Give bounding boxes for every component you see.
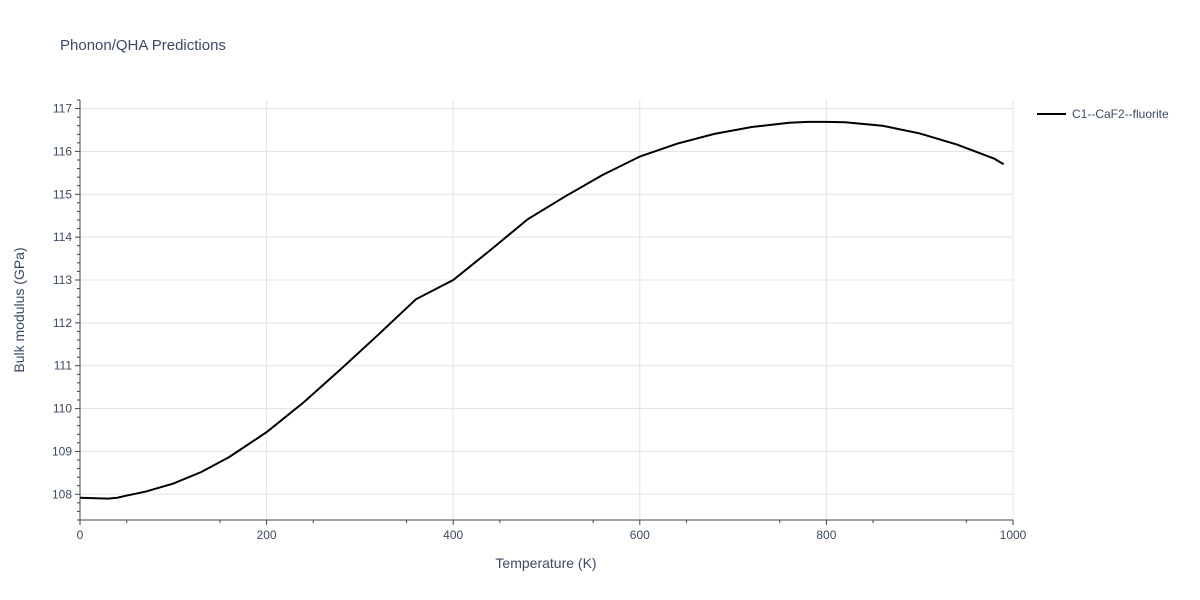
y-tick-label: 117 [53,102,72,116]
chart-title: Phonon/QHA Predictions [60,37,226,54]
x-tick-label: 200 [257,528,277,542]
series-line [79,120,1005,500]
series-lines [79,120,1005,500]
y-tick-label: 110 [53,402,72,416]
y-axis-label: Bulk modulus (GPa) [11,247,27,372]
y-tick-label: 114 [53,230,72,244]
y-tick-label: 109 [52,444,72,458]
axes [75,99,1014,525]
tick-labels: 0 200 400 600 800 1000 108 109 110 111 112 113 114 11… [52,102,1027,542]
x-axis-label: Temperature (K) [495,555,596,571]
legend-label: C1--CaF2--fluorite [1072,107,1169,121]
x-tick-label: 600 [630,528,650,542]
x-tick-label: 0 [77,528,84,542]
y-tick-label: 116 [53,144,72,158]
x-tick-label: 400 [443,528,463,542]
grid-lines [80,100,1014,520]
legend[interactable]: C1--CaF2--fluorite [1037,107,1169,121]
y-tick-label: 111 [54,359,73,373]
y-tick-label: 113 [53,273,72,287]
y-tick-label: 112 [53,316,72,330]
y-tick-label: 115 [53,187,72,201]
x-tick-label: 1000 [1000,528,1027,542]
y-tick-label: 108 [52,487,72,501]
x-tick-label: 800 [816,528,836,542]
